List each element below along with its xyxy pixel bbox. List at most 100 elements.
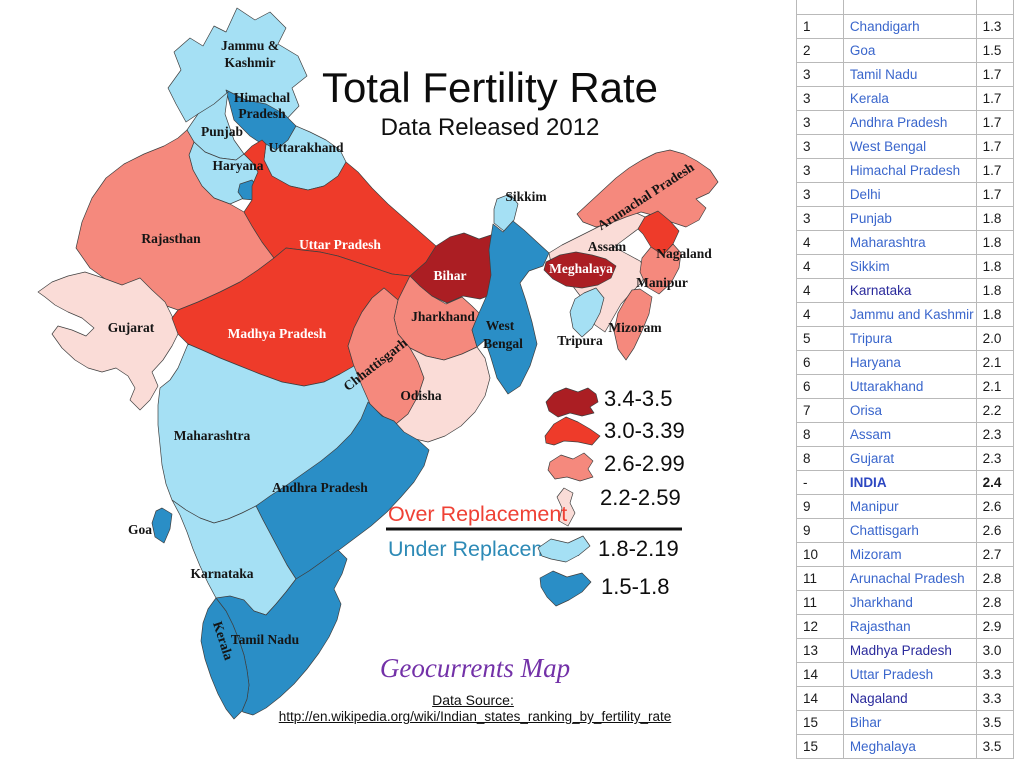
value-cell: 2.3: [975, 422, 1014, 447]
label-sikkim: Sikkim: [505, 189, 547, 204]
state-cell: Bihar: [842, 710, 977, 735]
state-link[interactable]: Orisa: [849, 403, 883, 418]
rank-cell: 7: [796, 398, 844, 423]
state-cell: Chandigarh: [842, 14, 977, 39]
state-cell: Rajasthan: [842, 614, 977, 639]
state-link[interactable]: Andhra Pradesh: [849, 115, 948, 130]
label-uttarakhand: Uttarakhand: [268, 140, 344, 155]
value-cell: 1.3: [975, 14, 1014, 39]
page-title: Total Fertility Rate: [321, 64, 659, 111]
state-tamil-nadu: [215, 549, 348, 716]
value-cell: 1.8: [975, 278, 1014, 303]
state-link[interactable]: Chandigarh: [849, 19, 920, 34]
state-link[interactable]: Arunachal Pradesh: [849, 571, 965, 586]
state-cell: Orisa: [842, 398, 977, 423]
state-link[interactable]: Madhya Pradesh: [849, 643, 952, 658]
rank-cell: 3: [796, 62, 844, 87]
table-row: 4 Sikkim 1.8: [796, 254, 1014, 279]
state-link[interactable]: Chattisgarh: [849, 523, 919, 538]
table-row: 14 Nagaland 3.3: [796, 686, 1014, 711]
state-link[interactable]: Manipur: [849, 499, 899, 514]
table-row: 3 Kerala 1.7: [796, 86, 1014, 111]
value-cell: 3.0: [975, 638, 1014, 663]
rank-cell: 4: [796, 278, 844, 303]
rank-cell: -: [796, 470, 844, 495]
state-link[interactable]: INDIA: [849, 475, 887, 490]
state-cell: Meghalaya: [842, 734, 977, 759]
value-cell: 2.8: [975, 590, 1014, 615]
state-link[interactable]: Rajasthan: [849, 619, 911, 634]
rank-cell: 3: [796, 134, 844, 159]
rank-cell: [796, 0, 844, 15]
state-cell: Assam: [842, 422, 977, 447]
state-link[interactable]: Punjab: [849, 211, 892, 226]
state-cell: Haryana: [842, 350, 977, 375]
state-cell: Delhi: [842, 182, 977, 207]
value-cell: [975, 0, 1014, 15]
state-link[interactable]: Tamil Nadu: [849, 67, 918, 82]
data-source-url[interactable]: http://en.wikipedia.org/wiki/Indian_stat…: [278, 709, 672, 724]
table-row: 9 Chattisgarh 2.6: [796, 518, 1014, 543]
value-cell: 2.8: [975, 566, 1014, 591]
rank-cell: 5: [796, 326, 844, 351]
legend-swatch-1.5-1.8: [539, 570, 592, 607]
value-cell: 3.5: [975, 710, 1014, 735]
legend-swatch-1.8-2.19: [537, 535, 591, 563]
state-link[interactable]: Sikkim: [849, 259, 890, 274]
state-link[interactable]: Tripura: [849, 331, 893, 346]
state-link[interactable]: Jharkhand: [849, 595, 913, 610]
state-uttar-pradesh: [243, 139, 437, 277]
value-cell: 2.6: [975, 518, 1014, 543]
state-link[interactable]: West Bengal: [849, 139, 927, 154]
state-cell: Andhra Pradesh: [842, 110, 977, 135]
state-link[interactable]: Himachal Pradesh: [849, 163, 961, 178]
rank-cell: 15: [796, 734, 844, 759]
state-goa: [151, 507, 173, 544]
table-row: 6 Haryana 2.1: [796, 350, 1014, 375]
ranking-table-container: 1 Chandigarh 1.3 2 Goa 1.5 3 Tamil Nadu 1.7 3 Kera…: [796, 0, 1014, 759]
state-mizoram: [613, 288, 653, 361]
legend-label-1.5-1.8: 1.5-1.8: [601, 574, 670, 599]
value-cell: 1.8: [975, 302, 1014, 327]
state-link[interactable]: Goa: [849, 43, 876, 58]
value-cell: 2.1: [975, 374, 1014, 399]
label-jammu-kashmir-line2: Kashmir: [224, 55, 275, 70]
table-row: 2 Goa 1.5: [796, 38, 1014, 63]
value-cell: 2.4: [975, 470, 1014, 495]
state-link[interactable]: Karnataka: [849, 283, 912, 298]
state-link[interactable]: Assam: [849, 427, 892, 442]
data-source-label: Data Source:: [432, 692, 514, 708]
table-row: - INDIA 2.4: [796, 470, 1014, 495]
legend-over-replacement: Over Replacement: [388, 502, 567, 526]
state-link[interactable]: Jammu and Kashmir: [849, 307, 974, 322]
state-link[interactable]: Kerala: [849, 91, 889, 106]
label-maharashtra: Maharashtra: [174, 428, 251, 443]
state-link[interactable]: Uttarakhand: [849, 379, 924, 394]
state-cell: Jammu and Kashmir: [842, 302, 977, 327]
rank-cell: 3: [796, 182, 844, 207]
state-cell: Goa: [842, 38, 977, 63]
state-link[interactable]: Haryana: [849, 355, 901, 370]
state-link[interactable]: Delhi: [849, 187, 881, 202]
rank-cell: 11: [796, 566, 844, 591]
state-link[interactable]: Bihar: [849, 715, 882, 730]
state-link[interactable]: Gujarat: [849, 451, 895, 466]
label-karnataka: Karnataka: [190, 566, 253, 581]
table-row: 13 Madhya Pradesh 3.0: [796, 638, 1014, 663]
table-row: 3 Delhi 1.7: [796, 182, 1014, 207]
state-cell: [842, 0, 977, 15]
state-link[interactable]: Maharashtra: [849, 235, 926, 250]
legend: 3.4-3.5 3.0-3.39 2.6-2.99 2.2-2.59 Over …: [386, 386, 685, 607]
state-link[interactable]: Uttar Pradesh: [849, 667, 934, 682]
value-cell: 1.7: [975, 62, 1014, 87]
state-link[interactable]: Mizoram: [849, 547, 902, 562]
table-row: 3 Tamil Nadu 1.7: [796, 62, 1014, 87]
rank-cell: 2: [796, 38, 844, 63]
state-cell: Chattisgarh: [842, 518, 977, 543]
value-cell: 2.6: [975, 494, 1014, 519]
label-punjab: Punjab: [201, 124, 243, 139]
state-link[interactable]: Nagaland: [849, 691, 908, 706]
label-jharkhand: Jharkhand: [411, 309, 475, 324]
state-link[interactable]: Meghalaya: [849, 739, 916, 754]
label-gujarat: Gujarat: [108, 320, 155, 335]
